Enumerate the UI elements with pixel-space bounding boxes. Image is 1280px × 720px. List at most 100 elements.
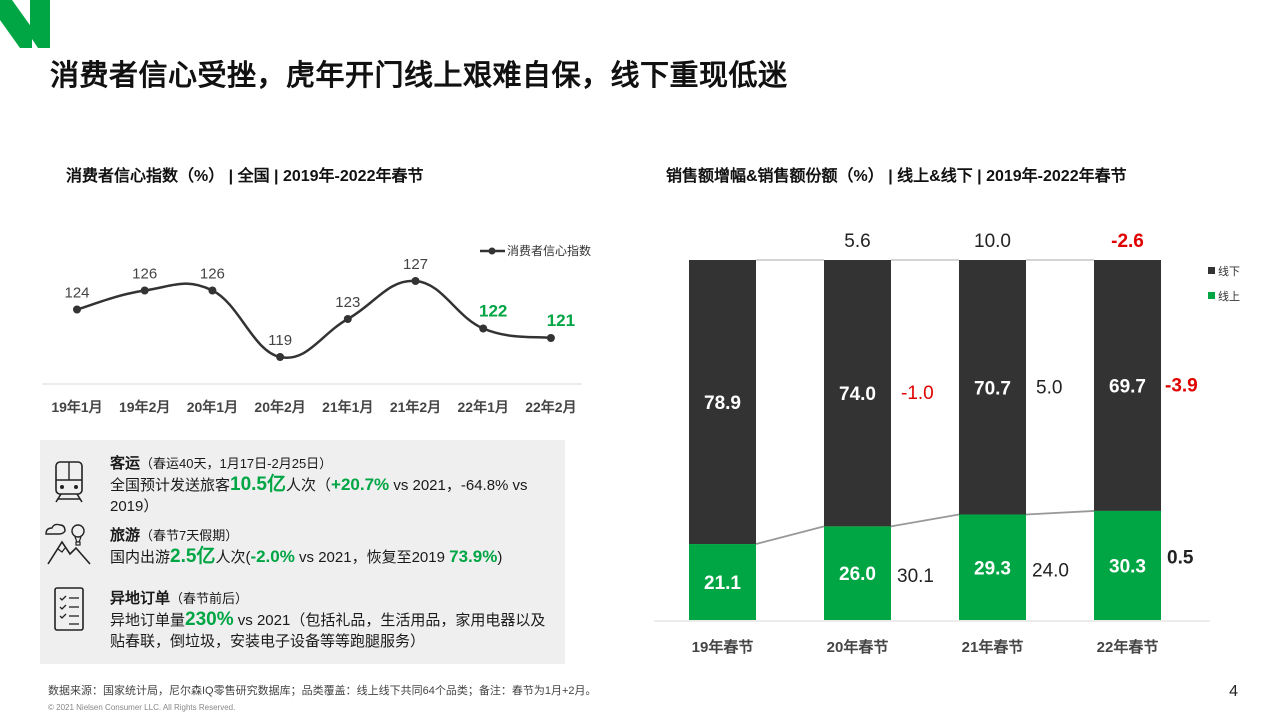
data-point	[479, 324, 488, 333]
total-growth-label: 10.0	[974, 231, 1011, 252]
legend-dot-marker	[488, 247, 496, 255]
page-title: 消费者信心受挫，虎年开门线上艰难自保，线下重现低迷	[50, 60, 788, 92]
transport-note: （春运40天，1月17日-2月25日）	[140, 456, 333, 471]
transport-text: vs 2021，-64.8% vs 2019）	[110, 477, 528, 515]
transport-text: 人次（	[286, 477, 332, 494]
orders-note: （春节前后）	[170, 591, 249, 606]
travel-note: （春节7天假期）	[140, 528, 239, 543]
bar-offline	[824, 260, 891, 527]
legend-online-label: 线上	[1218, 289, 1240, 303]
data-label: 124	[64, 285, 89, 302]
online-growth-label: 0.5	[1167, 547, 1194, 568]
bar-offline-label: 70.7	[974, 378, 1011, 399]
offline-growth-label: 5.0	[1036, 377, 1062, 398]
data-point	[343, 315, 352, 323]
x-tick-label: 20年2月	[254, 399, 305, 415]
orders-growth-value: 230%	[185, 609, 234, 630]
legend-offline-label: 线下	[1218, 264, 1240, 278]
copyright-notice: © 2021 Nielsen Consumer LLC. All Rights …	[48, 703, 236, 712]
data-point	[208, 286, 217, 295]
left-chart-subtitle: 消费者信心指数（%） | 全国 | 2019年-2022年春节	[66, 168, 424, 185]
holiday-info-panel: 客运（春运40天，1月17日-2月25日） 全国预计发送旅客10.5亿人次（+2…	[40, 440, 565, 664]
checklist-icon	[54, 587, 84, 631]
travel-text: 人次(	[215, 549, 251, 566]
data-point	[73, 305, 81, 314]
brand-logo	[0, 0, 50, 48]
bar-online	[689, 544, 756, 620]
orders-text: vs 2021（包括礼品，生活用品，家用电器以及贴春联，倒垃圾，安装电子设备等等…	[110, 612, 546, 650]
travel-text: 国内出游	[110, 549, 171, 566]
mountain-balloon-icon	[45, 523, 91, 565]
offline-growth-label: -3.9	[1165, 375, 1198, 396]
data-source-footnote: 数据来源：国家统计局，尼尔森IQ零售研究数据库；品类覆盖：线上线下共同64个品类…	[48, 685, 597, 697]
bar-online	[1094, 510, 1161, 620]
bar-offline	[1094, 260, 1161, 511]
total-growth-label: -2.6	[1111, 231, 1144, 252]
legend-online-swatch	[1208, 292, 1215, 299]
travel-recovery-value: 73.9%	[449, 547, 498, 566]
bar-online	[824, 526, 891, 620]
bar-offline-label: 78.9	[704, 393, 741, 414]
x-tick-label: 19年春节	[692, 638, 754, 656]
x-tick-label: 21年春节	[962, 638, 1024, 656]
x-tick-label: 22年2月	[525, 399, 576, 415]
page-number: 4	[1229, 683, 1238, 700]
bar-online-label: 29.3	[974, 558, 1011, 579]
transport-heading: 客运	[110, 455, 141, 472]
bar-offline-label: 74.0	[839, 384, 876, 405]
travel-info: 旅游（春节7天假期） 国内出游2.5亿人次(-2.0% vs 2021，恢复至2…	[110, 525, 560, 568]
travel-trips-value: 2.5亿	[170, 546, 216, 567]
data-label: 126	[200, 266, 225, 283]
data-label: 127	[403, 256, 428, 273]
online-growth-label: 30.1	[897, 566, 934, 587]
split-connector-line	[890, 513, 960, 528]
transport-info: 客运（春运40天，1月17日-2月25日） 全国预计发送旅客10.5亿人次（+2…	[110, 453, 560, 517]
split-connector-line	[755, 525, 825, 545]
travel-text: vs 2021，恢复至2019	[294, 549, 450, 566]
travel-heading: 旅游	[110, 527, 141, 544]
transport-text: 全国预计发送旅客	[110, 477, 231, 494]
data-label: 122	[479, 302, 507, 321]
data-point	[411, 277, 420, 285]
split-connector-line	[1025, 510, 1095, 516]
bar-online-label: 30.3	[1109, 556, 1146, 577]
data-point	[140, 286, 149, 295]
orders-info: 异地订单（春节前后） 异地订单量230% vs 2021（包括礼品，生活用品，家…	[110, 588, 560, 652]
x-tick-label: 20年春节	[827, 638, 889, 656]
x-tick-label: 20年1月	[187, 399, 238, 415]
total-growth-label: 5.6	[844, 231, 870, 252]
legend-offline-swatch	[1208, 267, 1215, 274]
x-tick-label: 19年1月	[51, 399, 102, 415]
transport-passengers-value: 10.5亿	[230, 474, 286, 495]
bar-online-label: 21.1	[704, 573, 741, 594]
x-tick-label: 21年1月	[322, 399, 373, 415]
x-tick-label: 22年春节	[1097, 638, 1159, 656]
orders-text: 异地订单量	[110, 612, 186, 629]
x-tick-label: 19年2月	[119, 399, 170, 415]
right-chart-subtitle: 销售额增幅&销售额份额（%） | 线上&线下 | 2019年-2022年春节	[666, 168, 1127, 185]
bar-online-label: 26.0	[839, 564, 876, 585]
travel-growth-value: -2.0%	[250, 547, 295, 566]
orders-heading: 异地订单	[110, 590, 171, 607]
online-growth-label: 24.0	[1032, 560, 1069, 581]
data-label: 121	[547, 311, 575, 330]
x-tick-label: 22年1月	[458, 399, 509, 415]
data-point	[546, 334, 555, 342]
data-label: 123	[335, 294, 360, 311]
x-tick-label: 21年2月	[390, 399, 441, 415]
travel-text: )	[497, 549, 503, 566]
data-point	[276, 353, 285, 361]
bar-online	[959, 514, 1026, 620]
confidence-series-line	[76, 279, 552, 359]
bar-offline	[689, 260, 756, 545]
legend-label: 消费者信心指数	[507, 243, 591, 258]
bar-offline	[959, 260, 1026, 515]
consumer-confidence-line-chart: 消费者信心指数 124 19年1月 126 19年2月 126 20年1月 119 20年2月 1…	[42, 243, 591, 415]
offline-growth-label: -1.0	[901, 383, 934, 404]
data-label: 119	[268, 332, 292, 349]
transport-growth-value: +20.7%	[331, 475, 390, 494]
train-icon	[55, 461, 83, 503]
data-label: 126	[132, 266, 157, 283]
bar-offline-label: 69.7	[1109, 376, 1146, 397]
